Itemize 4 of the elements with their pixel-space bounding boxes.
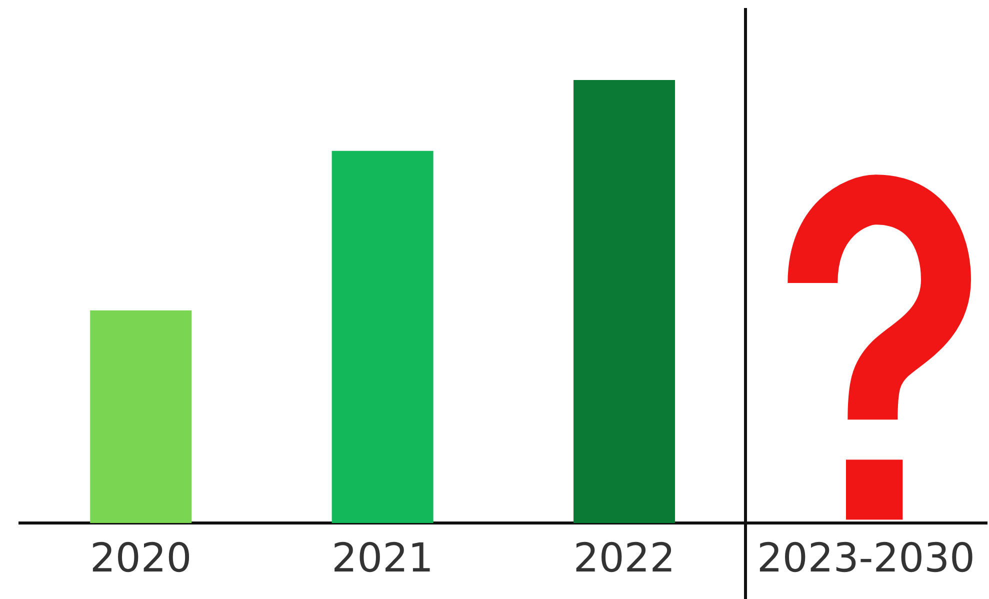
x-tick-label: 2020 xyxy=(90,535,192,582)
x-tick-label: 2023-2030 xyxy=(756,535,975,582)
x-tick-label: 2021 xyxy=(332,535,434,582)
x-tick-label: 2022 xyxy=(573,535,676,582)
